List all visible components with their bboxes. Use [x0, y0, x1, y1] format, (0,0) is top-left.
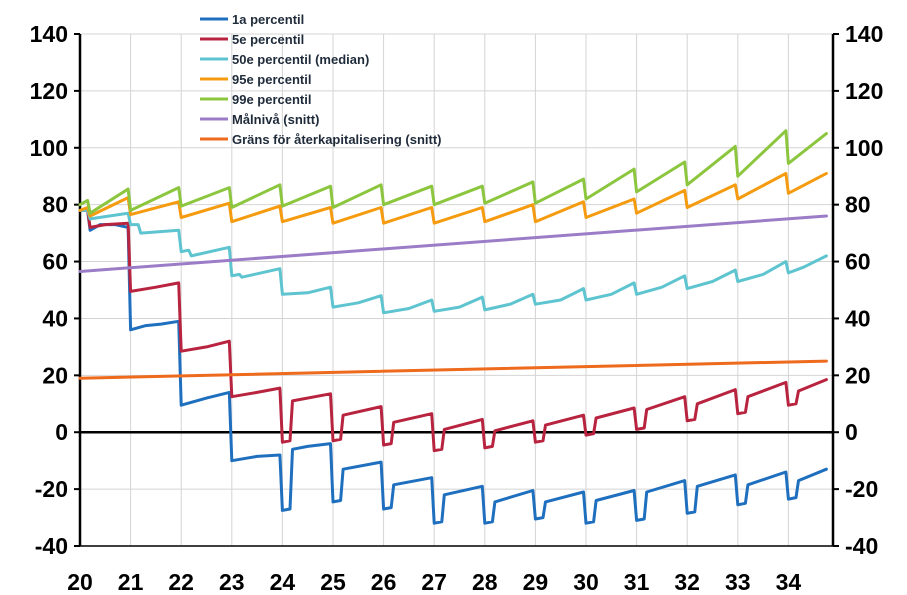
series-line: [78, 208, 828, 453]
legend-label: 1a percentil: [232, 12, 304, 27]
series-line: [78, 208, 828, 315]
x-tick-label: 30: [573, 569, 599, 595]
legend-label: 99e percentil: [232, 92, 312, 107]
left-y-tick-label: 140: [30, 21, 68, 47]
x-tick-label: 21: [118, 569, 144, 595]
right-y-tick-label: 40: [845, 305, 871, 331]
series-line: [78, 359, 828, 380]
right-y-tick-label: -40: [845, 533, 878, 559]
left-y-tick-label: 0: [55, 419, 68, 445]
x-tick-label: 24: [270, 569, 296, 595]
legend-label: 5e percentil: [232, 32, 304, 47]
left-y-tick-label: -20: [35, 476, 68, 502]
series-line: [78, 214, 828, 273]
gridlines: [80, 33, 833, 547]
x-tick-label: 20: [67, 569, 93, 595]
x-tick-label: 26: [371, 569, 397, 595]
legend-label: 50e percentil (median): [232, 52, 369, 67]
left-y-tick-label: 80: [42, 192, 68, 218]
x-tick-label: 32: [674, 569, 700, 595]
right-y-tick-label: 20: [845, 362, 871, 388]
series-line: [78, 129, 828, 215]
x-tick-label: 34: [776, 569, 802, 595]
x-tick-label: 25: [320, 569, 346, 595]
x-tick-label: 22: [168, 569, 194, 595]
left-y-tick-label: 100: [30, 135, 68, 161]
x-tick-label: 28: [472, 569, 498, 595]
x-tick-label: 27: [421, 569, 447, 595]
right-y-tick-label: 80: [845, 192, 871, 218]
axes: -40 -40 -20 -20 0 0 20 20 40 40 60 60 80 80 100 100 120 1…: [30, 21, 884, 595]
left-y-tick-label: 40: [42, 305, 68, 331]
right-y-tick-label: 0: [845, 419, 858, 445]
legend: 1a percentil 5e percentil 50e percentil (m…: [200, 12, 442, 147]
right-y-tick-label: -20: [845, 476, 878, 502]
series-lines: [78, 129, 828, 525]
series-line: [78, 171, 828, 225]
legend-label: 95e percentil: [232, 72, 312, 87]
x-tick-label: 23: [219, 569, 245, 595]
legend-label: Gräns för återkapitalisering (snitt): [232, 132, 442, 147]
x-tick-label: 29: [523, 569, 549, 595]
left-y-tick-label: 60: [42, 249, 68, 275]
series-line: [78, 208, 828, 525]
left-y-tick-label: 20: [42, 362, 68, 388]
right-y-tick-label: 100: [845, 135, 883, 161]
right-y-tick-label: 120: [845, 78, 883, 104]
left-y-tick-label: -40: [35, 533, 68, 559]
right-y-tick-label: 140: [845, 21, 883, 47]
left-y-tick-label: 120: [30, 78, 68, 104]
x-tick-label: 33: [725, 569, 751, 595]
right-y-tick-label: 60: [845, 249, 871, 275]
x-tick-label: 31: [624, 569, 650, 595]
legend-label: Målnivå (snitt): [232, 112, 319, 127]
